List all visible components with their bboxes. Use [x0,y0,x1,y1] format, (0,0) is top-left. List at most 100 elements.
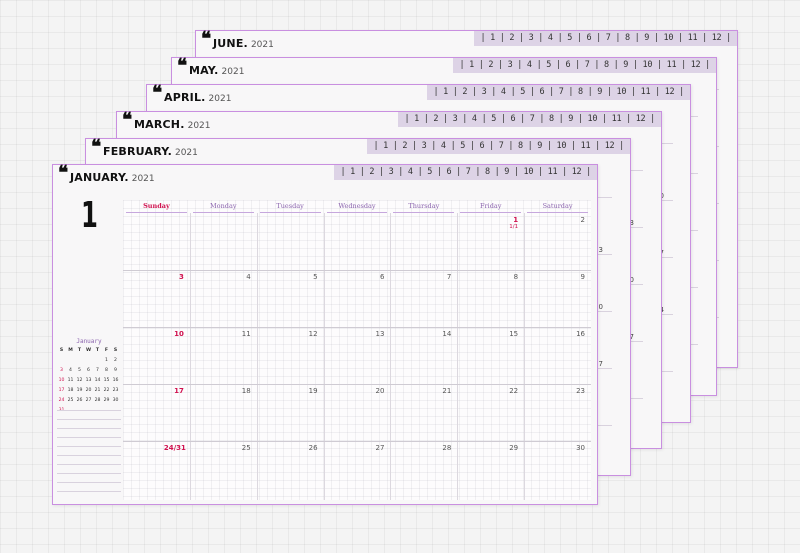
month-index-strip[interactable]: | 1 | 2 | 3 | 4 | 5 | 6 | 7 | 8 | 9 | 10… [334,165,597,180]
calendar-day[interactable]: 22 [509,387,519,395]
mini-day: 7 [96,368,99,373]
mini-day: 23 [112,388,119,393]
mini-day: 11 [67,378,74,383]
mini-day: 6 [87,368,90,373]
month-title: MAY. 2021 [189,64,245,77]
mini-weekday: T [77,348,82,353]
month-index-strip[interactable]: | 1 | 2 | 3 | 4 | 5 | 6 | 7 | 8 | 9 | 10… [398,112,661,127]
mini-day: 5 [78,368,81,373]
calendar-day[interactable]: 26 [308,444,318,452]
big-month-number: 1 [81,195,98,236]
calendar-day[interactable]: 6 [379,273,385,281]
calendar-day[interactable]: 21 [442,387,452,395]
day-number: 27 [594,360,603,368]
year-label: 2021 [221,67,245,77]
mini-weekday: W [85,348,92,353]
calendar-day[interactable]: 16 [576,330,585,338]
day-number: 20 [594,303,603,311]
calendar-day[interactable]: 29 [509,444,519,452]
mini-day: 26 [76,398,83,403]
mini-weekday: T [95,348,100,353]
calendar-day[interactable]: 12 [308,330,318,338]
mini-weekday: F [104,348,109,353]
month-index-strip[interactable]: | 1 | 2 | 3 | 4 | 5 | 6 | 7 | 8 | 9 | 10… [367,139,630,154]
calendar-day[interactable]: 8 [513,273,519,281]
calendar-day[interactable]: 3 [178,273,184,281]
calendar-day[interactable]: 20 [375,387,385,395]
year-label: 2021 [187,121,211,131]
mini-day: 18 [67,388,74,393]
mini-day: 16 [112,378,119,383]
quote-mark-icon: ❝ [91,136,102,158]
mini-day: 15 [103,378,110,383]
month-title: MARCH. 2021 [134,118,211,131]
calendar-day[interactable]: 10 [174,330,184,338]
calendar-day[interactable]: 17 [174,387,184,395]
mini-day: 21 [94,388,101,393]
weekday-header: Thursday [408,202,440,210]
calendar-day[interactable]: 11 [241,330,251,338]
mini-day: 4 [69,368,72,373]
mini-day: 10 [58,378,65,383]
calendar-day[interactable]: 23 [576,387,585,395]
mini-weekday: S [59,348,64,353]
month-index-strip[interactable]: | 1 | 2 | 3 | 4 | 5 | 6 | 7 | 8 | 9 | 10… [427,85,690,100]
mini-day: 13 [85,378,92,383]
quote-mark-icon: ❝ [122,109,133,131]
weekday-header: Wednesday [338,202,376,210]
year-label: 2021 [208,94,232,104]
quote-mark-icon: ❝ [177,55,188,77]
mini-day: 30 [112,398,119,403]
month-index-strip[interactable]: | 1 | 2 | 3 | 4 | 5 | 6 | 7 | 8 | 9 | 10… [453,58,716,73]
mini-day: 12 [76,378,83,383]
mini-day: 24 [58,398,65,403]
mini-calendar: January S M T W T F S 1 2 3 4 5 6 7 8 9 10 11 12 13 14 15 16 17… [57,338,121,420]
calendar-day[interactable]: 27 [375,444,385,452]
weekday-header: Friday [480,202,502,210]
calendar-day[interactable]: 1 [513,216,519,224]
mini-day: 3 [60,368,63,373]
mini-day: 8 [105,368,108,373]
weekday-header: Monday [210,202,237,210]
mini-calendar-title: January [76,338,102,345]
calendar-day[interactable]: 5 [313,273,318,281]
mini-day: 27 [85,398,92,403]
calendar-day[interactable]: 2 [580,216,585,224]
month-grid: Sunday Monday Tuesday Wednesday Thursday Frid… [123,200,591,500]
mini-weekday: S [113,348,118,353]
quote-mark-icon: ❝ [201,28,212,50]
calendar-day[interactable]: 25 [241,444,251,452]
mini-day: 19 [76,388,83,393]
calendar-day[interactable]: 19 [308,387,318,395]
calendar-day[interactable]: 14 [442,330,452,338]
year-label: 2021 [174,148,198,158]
calendar-day[interactable]: 24/31 [163,444,186,452]
mini-day: 2 [114,358,117,363]
weekday-header: Tuesday [276,202,304,210]
quote-mark-icon: ❝ [58,162,69,184]
quote-mark-icon: ❝ [152,82,163,104]
weekday-header: Saturday [542,202,573,210]
calendar-day[interactable]: 13 [375,330,385,338]
month-title: JANUARY. 2021 [70,171,155,184]
notes-lines [57,410,121,500]
day-number: 13 [594,246,603,254]
january-page: ❝ JANUARY. 2021 | 1 | 2 | 3 | 4 | 5 | 6 |… [52,162,598,505]
month-index-strip[interactable]: | 1 | 2 | 3 | 4 | 5 | 6 | 7 | 8 | 9 | 10… [474,31,737,46]
calendar-day[interactable]: 30 [576,444,585,452]
year-label: 2021 [131,174,155,184]
mini-day: 28 [94,398,101,403]
calendar-day[interactable]: 28 [442,444,452,452]
calendar-day[interactable]: 7 [446,273,452,281]
mini-day: 22 [103,388,110,393]
calendar-day[interactable]: 18 [241,387,251,395]
calendar-day[interactable]: 4 [246,273,251,281]
mini-day: 9 [114,368,117,373]
mini-day: 1 [105,358,108,363]
mini-day: 14 [94,378,101,383]
year-label: 2021 [250,40,274,50]
calendar-day[interactable]: 15 [509,330,519,338]
calendar-day[interactable]: 9 [580,273,585,281]
mini-day: 17 [58,388,65,393]
month-title: JUNE. 2021 [213,37,274,50]
